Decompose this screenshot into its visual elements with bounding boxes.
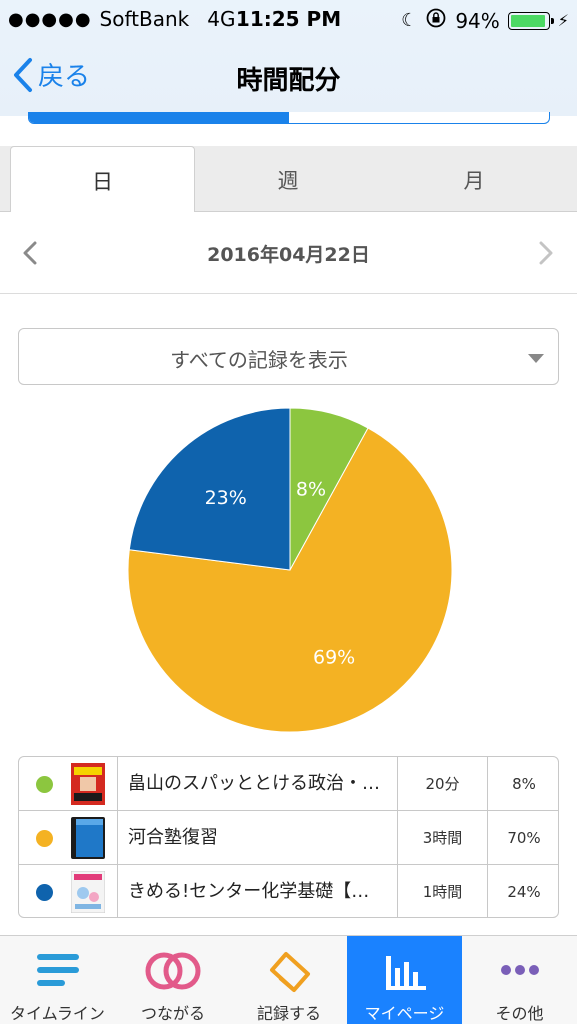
moon-icon: ☾: [401, 10, 418, 31]
pie-slice-label: 69%: [313, 647, 355, 669]
blue-notebook-icon: [71, 817, 105, 859]
timeline-icon: [35, 950, 81, 994]
time-distribution-pie-chart: 8% 69% 23%: [127, 407, 453, 733]
caret-down-icon: [528, 354, 544, 363]
back-button[interactable]: 戻る: [12, 56, 90, 93]
pie-slice: [128, 407, 291, 571]
signal-icon: ●●●●●: [8, 8, 92, 30]
status-bar: ●●●●● SoftBank 4G 11:25 PM ☾ 94% ⚡: [0, 0, 577, 38]
date-navigator: 2016年04月22日: [0, 212, 577, 294]
red-book-icon: [71, 763, 105, 805]
legend-percent: 70%: [507, 829, 541, 847]
chevron-left-icon: [12, 57, 34, 93]
chevron-right-icon: [539, 241, 553, 265]
subject-legend-table: 畠山のスパッととける政治・経済 20分 8% 河合塾復習 3時間 70% きめる…: [18, 756, 559, 918]
chemistry-book-icon: [71, 871, 105, 913]
tab-day[interactable]: 日: [10, 146, 195, 213]
legend-color-dot: [36, 776, 53, 793]
tabbar-item-other[interactable]: その他: [462, 936, 577, 1024]
chevron-left-icon: [23, 241, 37, 265]
rings-icon: [142, 950, 204, 996]
pencil-icon: [266, 950, 312, 998]
more-icon: [497, 950, 543, 994]
legend-row[interactable]: 河合塾復習 3時間 70%: [19, 811, 558, 865]
back-label: 戻る: [38, 62, 91, 92]
tabbar-item-connect[interactable]: つながる: [115, 936, 231, 1024]
legend-title: きめる!センター化学基礎【新課程】: [117, 865, 398, 917]
top-bar: [0, 0, 577, 116]
tabbar-label: その他: [495, 1004, 544, 1023]
charging-icon: ⚡: [557, 11, 569, 30]
legend-time: 20分: [398, 757, 488, 811]
legend-row[interactable]: きめる!センター化学基礎【新課程】 1時間 24%: [19, 865, 558, 917]
pie-slice-label: 23%: [205, 487, 247, 509]
record-filter-select[interactable]: すべての記録を表示: [18, 328, 559, 385]
legend-row[interactable]: 畠山のスパッととける政治・経済 20分 8%: [19, 757, 558, 811]
bottom-tab-bar: タイムライン つながる 記録する マイページ その他: [0, 935, 577, 1024]
pie-slice-label: 8%: [296, 478, 326, 500]
navigation-bar: 戻る 時間配分: [0, 40, 577, 112]
pie-slice: [127, 427, 453, 733]
tabbar-label: マイページ: [364, 1004, 445, 1023]
tabbar-item-record[interactable]: 記録する: [231, 936, 347, 1024]
legend-color-dot: [36, 884, 53, 901]
legend-time: 3時間: [398, 811, 488, 865]
chart-icon: [382, 950, 428, 998]
battery-icon: [507, 11, 554, 30]
legend-title: 河合塾復習: [117, 811, 398, 865]
rotation-lock-icon: [425, 7, 447, 34]
battery-percent: 94%: [455, 8, 500, 33]
legend-time: 1時間: [398, 865, 488, 917]
period-tabs: 日 週 月: [0, 146, 577, 213]
tabbar-item-timeline[interactable]: タイムライン: [0, 936, 115, 1024]
progress-strip: [28, 112, 550, 124]
status-time: 11:25 PM: [235, 7, 342, 31]
carrier-name: SoftBank: [99, 7, 190, 31]
tabbar-item-mypage[interactable]: マイページ: [347, 936, 462, 1024]
legend-color-dot: [36, 830, 53, 847]
previous-date-button[interactable]: [22, 240, 38, 270]
legend-percent: 24%: [507, 883, 541, 901]
next-date-button[interactable]: [538, 240, 554, 270]
tabbar-label: 記録する: [256, 1004, 321, 1023]
page-title: 時間配分: [236, 66, 341, 96]
tabbar-label: タイムライン: [10, 1004, 105, 1023]
legend-percent: 8%: [512, 775, 536, 793]
legend-title: 畠山のスパッととける政治・経済: [117, 757, 398, 811]
record-filter-value: すべての記録を表示: [170, 348, 348, 372]
network-type: 4G: [207, 7, 236, 31]
tabbar-label: つながる: [140, 1004, 205, 1023]
selected-date: 2016年04月22日: [207, 244, 370, 266]
tab-week[interactable]: 週: [277, 169, 299, 193]
tab-month[interactable]: 月: [463, 169, 485, 193]
